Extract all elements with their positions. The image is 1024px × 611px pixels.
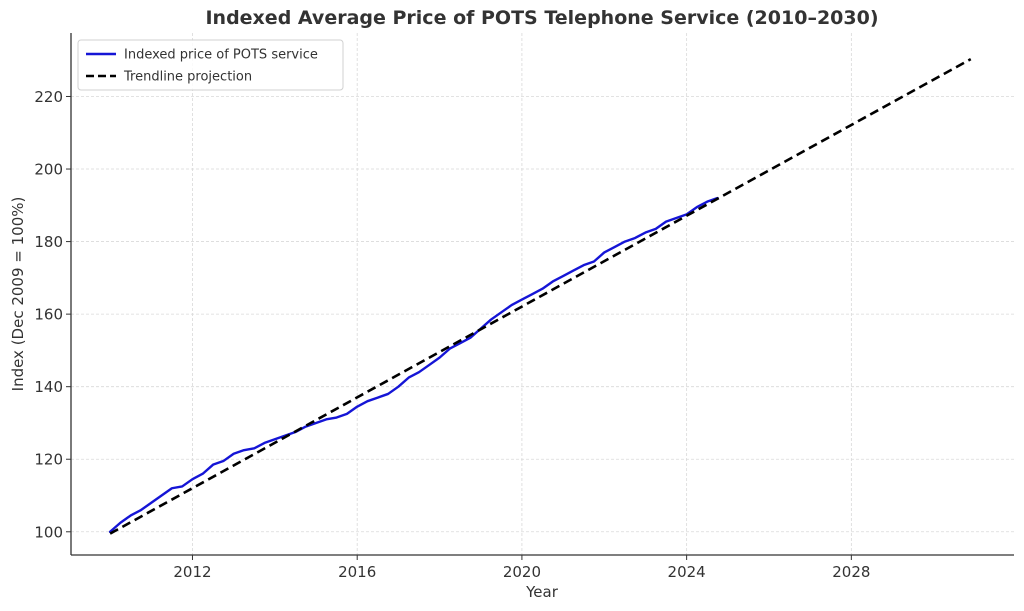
y-tick-label: 160: [34, 306, 63, 324]
y-tick-label: 220: [34, 88, 63, 106]
grid: [71, 33, 1014, 555]
legend-label-trend: Trendline projection: [123, 70, 252, 85]
chart-title: Indexed Average Price of POTS Telephone …: [205, 7, 878, 29]
x-axis-label: Year: [525, 583, 559, 601]
x-tick-label: 2024: [668, 563, 706, 581]
x-tick-label: 2028: [832, 563, 870, 581]
y-tick-label: 180: [34, 233, 63, 251]
trendline-series: [109, 57, 972, 535]
x-tick-label: 2020: [503, 563, 541, 581]
price-series-line: [108, 196, 719, 533]
legend-box: [77, 39, 344, 91]
legend-label-price: Indexed price of POTS service: [124, 48, 318, 63]
x-tick-label: 2016: [338, 563, 376, 581]
series-layer: [108, 57, 972, 535]
y-axis-label: Index (Dec 2009 = 100%): [9, 197, 27, 392]
y-axis-ticks: 100 120 140 160 180 200 220: [34, 88, 71, 541]
y-tick-label: 200: [34, 161, 63, 179]
x-tick-label: 2012: [173, 563, 211, 581]
y-tick-label: 100: [34, 523, 63, 541]
y-tick-label: 140: [34, 378, 63, 396]
y-tick-label: 120: [34, 451, 63, 469]
x-axis-ticks: 2012 2016 2020 2024 2028: [173, 555, 870, 581]
legend: Indexed price of POTS service Trendline …: [77, 39, 344, 91]
